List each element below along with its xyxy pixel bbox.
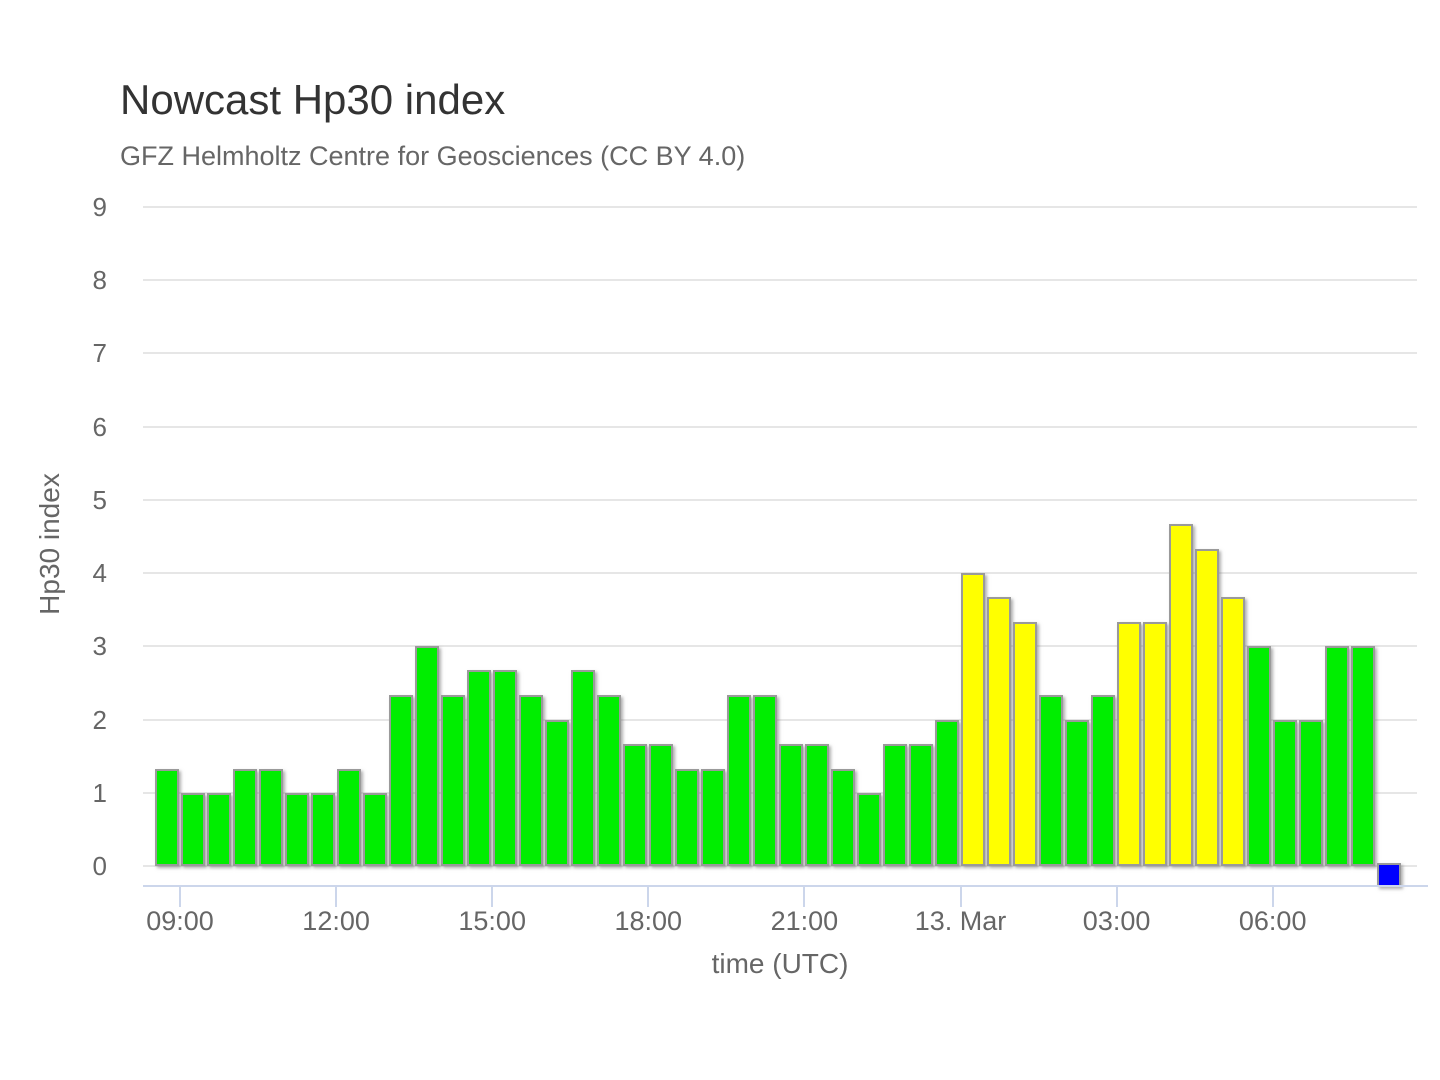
x-axis-label: 12:00	[302, 906, 370, 936]
bar-00:00[interactable]	[961, 573, 986, 866]
bar-04:30[interactable]	[1195, 548, 1220, 866]
y-axis-label: 0	[92, 851, 107, 881]
y-axis-label: 9	[92, 192, 107, 222]
x-axis-title: time (UTC)	[711, 948, 849, 979]
bar-20:00[interactable]	[752, 695, 777, 866]
gridline-y-6	[143, 425, 1417, 428]
y-axis-title: Hp30 index	[34, 473, 65, 615]
bar-02:00[interactable]	[1065, 719, 1090, 866]
bar-15:30[interactable]	[518, 695, 543, 866]
bar-10:00[interactable]	[232, 768, 257, 866]
gridline-y-2	[143, 718, 1417, 721]
x-axis-label: 06:00	[1238, 906, 1307, 936]
x-axis-tick	[803, 886, 806, 907]
y-axis-label: 8	[92, 265, 107, 296]
bar-17:00[interactable]	[596, 695, 621, 866]
bar-19:30[interactable]	[726, 695, 751, 866]
bar-07:00[interactable]	[1325, 646, 1350, 866]
bar-00:30[interactable]	[987, 597, 1012, 866]
x-axis-label: 21:00	[770, 906, 839, 936]
bar-13:30[interactable]	[414, 646, 439, 866]
x-axis-label: 18:00	[614, 906, 683, 936]
y-axis-label: 1	[92, 777, 107, 808]
bar-21:00[interactable]	[805, 743, 829, 866]
chart-subtitle: GFZ Helmholtz Centre for Geosciences (CC…	[120, 141, 746, 171]
y-axis-label: 6	[92, 411, 107, 442]
bar-16:30[interactable]	[570, 670, 595, 866]
bar-11:00[interactable]	[284, 792, 309, 866]
bar-13:00[interactable]	[388, 695, 413, 866]
bar-03:00[interactable]	[1117, 622, 1142, 866]
bar-07:30[interactable]	[1351, 646, 1376, 866]
bar-10:30[interactable]	[258, 768, 283, 866]
chart-title: Nowcast Hp30 index	[120, 76, 506, 123]
bar-06:00[interactable]	[1273, 719, 1298, 866]
y-axis-label: 3	[92, 631, 107, 662]
bar-15:00[interactable]	[492, 670, 517, 866]
gridline-y-3	[143, 645, 1417, 648]
bar-18:00[interactable]	[648, 743, 673, 866]
bar-11:30[interactable]	[310, 792, 335, 866]
x-axis-line	[143, 885, 1428, 887]
bar-01:00[interactable]	[1013, 622, 1038, 866]
x-axis-label: 13. Mar	[914, 906, 1007, 936]
bar-19:00[interactable]	[700, 768, 725, 866]
bar-01:30[interactable]	[1039, 695, 1064, 866]
bar-23:00[interactable]	[909, 743, 934, 866]
bar-08:30[interactable]	[154, 768, 179, 866]
bar-22:30[interactable]	[883, 743, 908, 866]
gridline-y-4	[143, 572, 1417, 575]
x-axis-tick	[1115, 886, 1118, 907]
gridline-y-8	[143, 279, 1417, 282]
bar-12:30[interactable]	[362, 792, 387, 866]
y-axis-label: 5	[92, 484, 107, 515]
x-axis-label: 03:00	[1082, 906, 1151, 936]
bar-17:30[interactable]	[622, 743, 647, 866]
x-axis-label: 15:00	[458, 906, 526, 936]
bar-09:30[interactable]	[206, 792, 231, 866]
bar-20:30[interactable]	[778, 743, 803, 866]
bar-21:30[interactable]	[831, 768, 856, 866]
bar-05:30[interactable]	[1247, 646, 1272, 866]
bar-14:30[interactable]	[466, 670, 491, 866]
bar-05:00[interactable]	[1221, 597, 1246, 866]
y-axis-label: 7	[92, 338, 107, 369]
x-axis-tick	[647, 886, 650, 907]
y-axis-label: 2	[92, 704, 107, 735]
x-axis-tick	[491, 886, 494, 907]
x-axis-tick	[1271, 886, 1274, 907]
x-axis-tick	[179, 886, 181, 907]
bar-02:30[interactable]	[1091, 695, 1116, 866]
bar-22:00[interactable]	[857, 792, 882, 866]
x-axis-label: 09:00	[146, 906, 214, 936]
bar-14:00[interactable]	[440, 695, 465, 866]
x-axis-tick	[335, 886, 338, 907]
bar-03:30[interactable]	[1143, 622, 1168, 866]
bar-18:30[interactable]	[674, 768, 699, 866]
plot-area	[143, 206, 1417, 887]
y-axis-label: 4	[92, 558, 107, 589]
bar-09:00[interactable]	[180, 792, 205, 866]
gridline-y-7	[143, 352, 1417, 355]
gridline-y-9	[143, 206, 1417, 208]
bar-23:30[interactable]	[935, 719, 960, 866]
current-interval-marker[interactable]	[1377, 863, 1402, 887]
gridline-y-0	[143, 865, 1417, 867]
x-axis-tick	[959, 886, 962, 907]
bar-06:30[interactable]	[1299, 719, 1324, 866]
bar-12:00[interactable]	[336, 768, 361, 866]
gridline-y-5	[143, 498, 1417, 501]
bar-16:00[interactable]	[544, 719, 569, 866]
bar-04:00[interactable]	[1169, 524, 1194, 866]
